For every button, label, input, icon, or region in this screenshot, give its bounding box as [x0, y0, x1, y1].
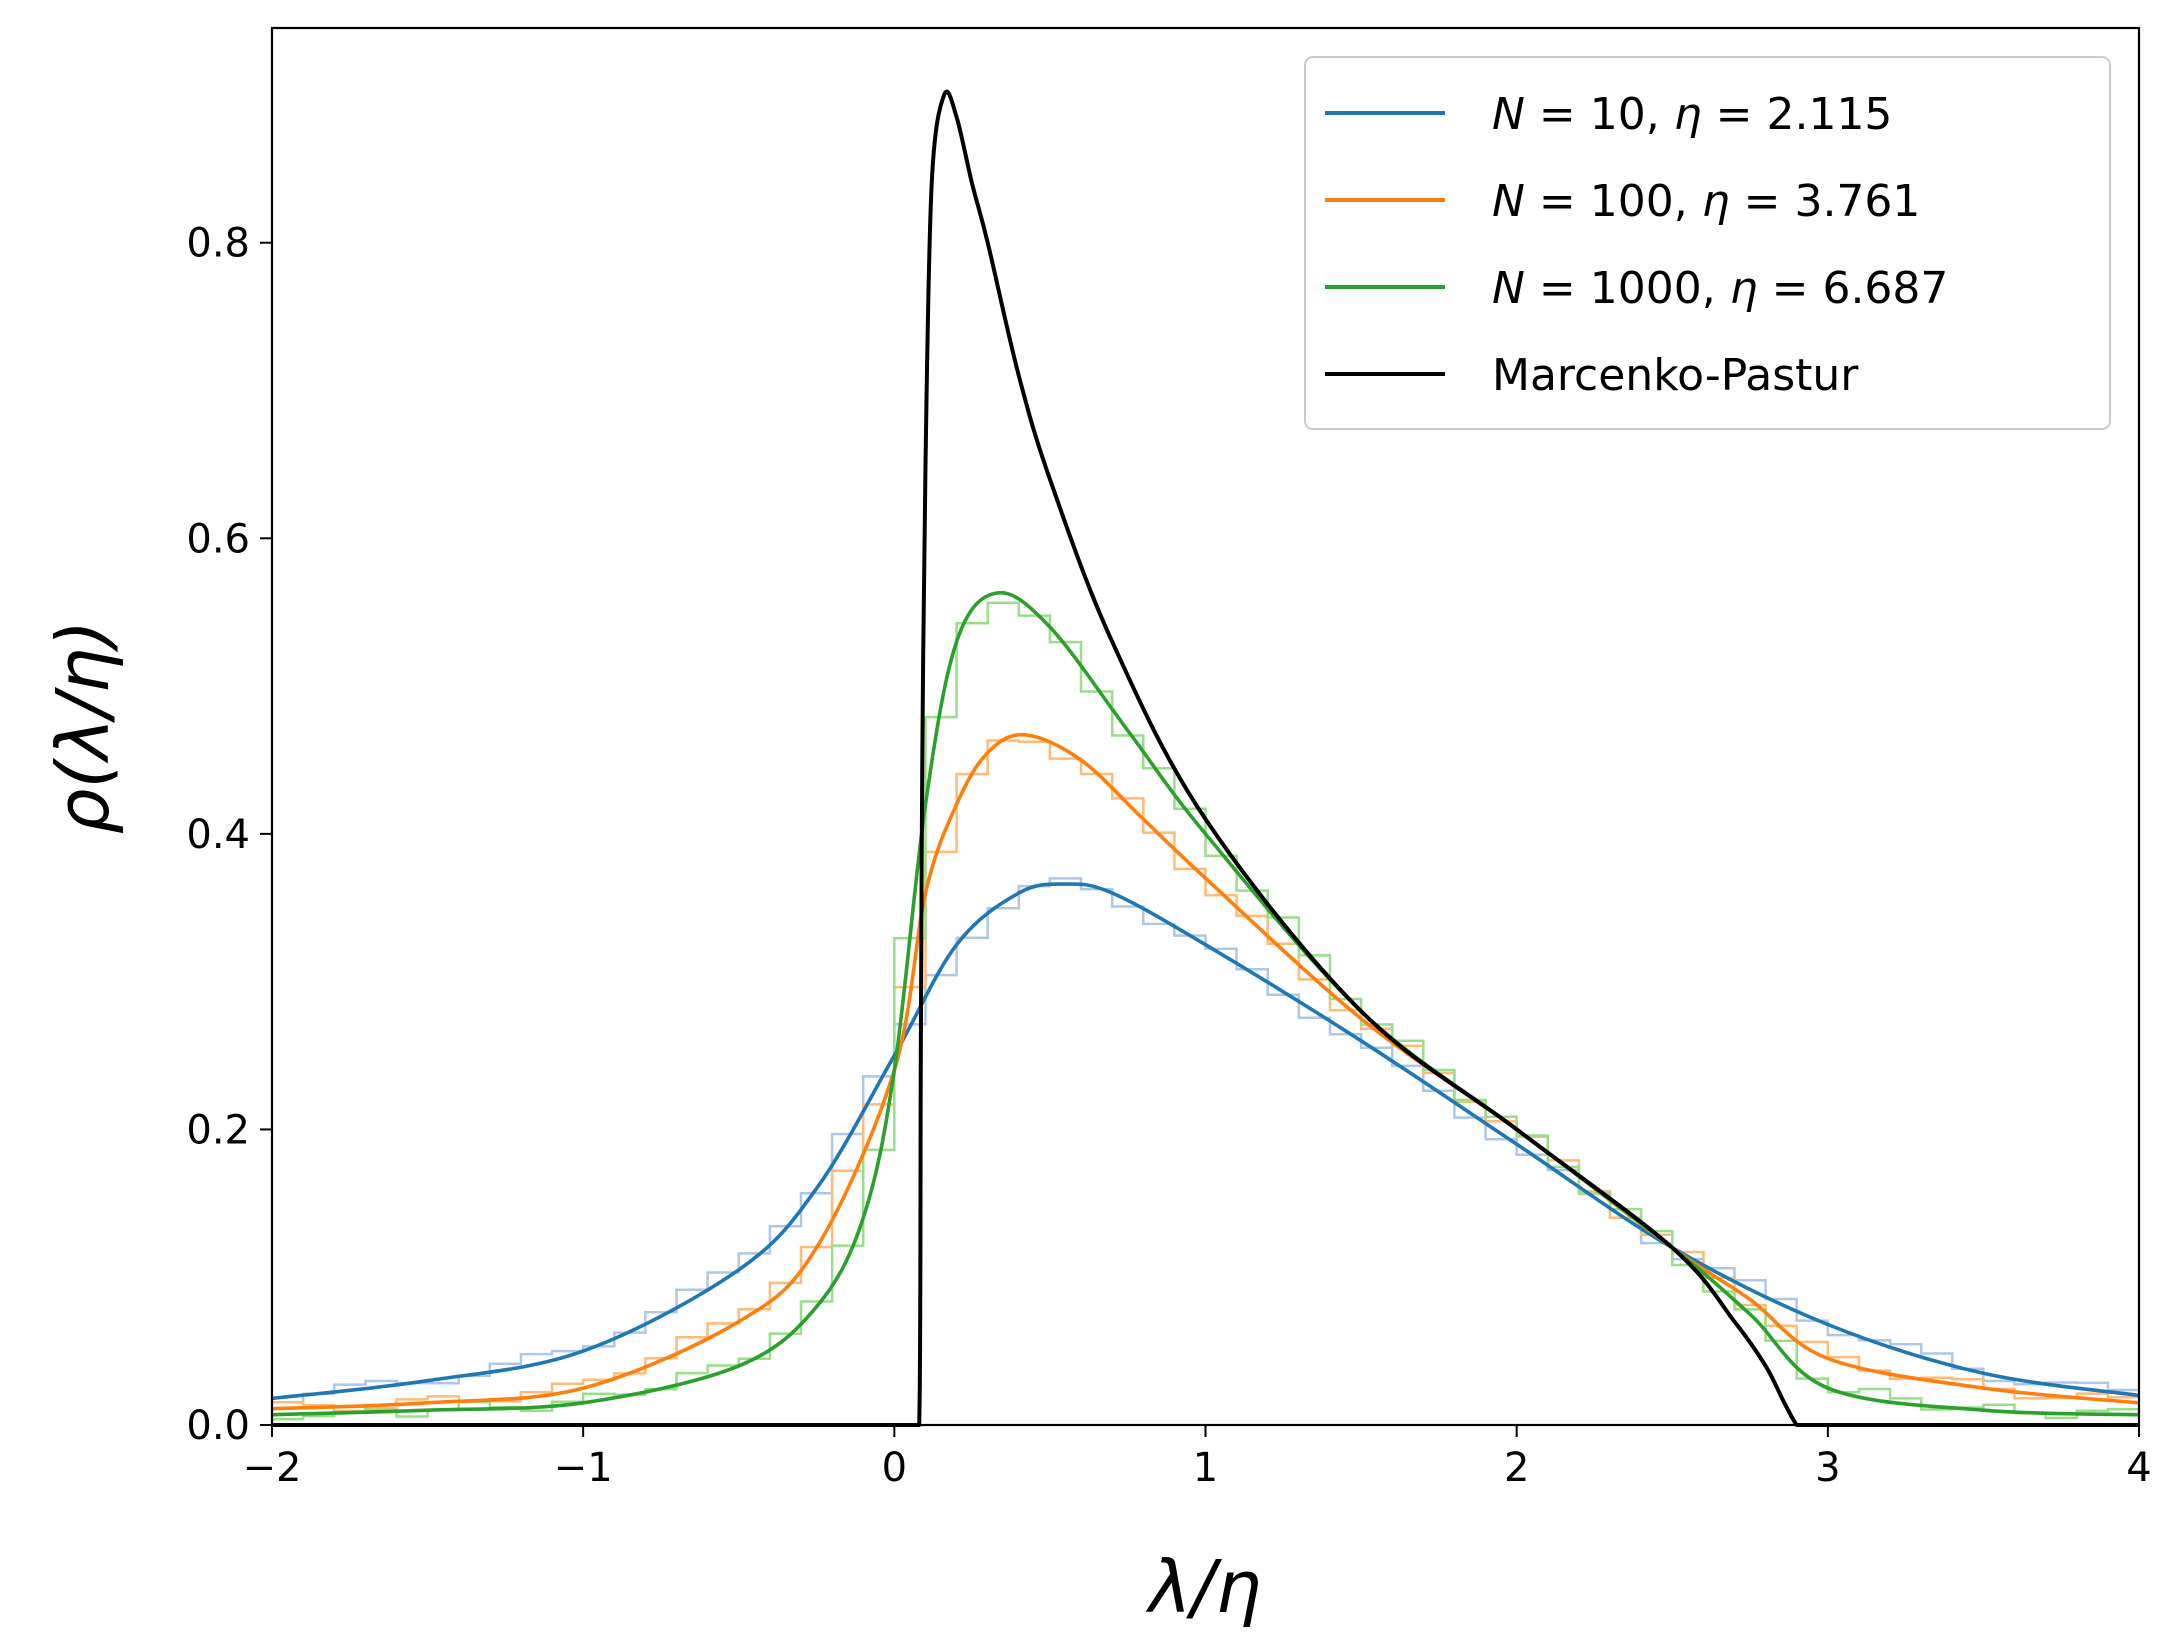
x-tick-label: −2	[243, 1445, 302, 1491]
series-line-1	[271, 882, 2140, 1401]
y-tick-label: 0.0	[186, 1403, 250, 1449]
x-axis-label: λ/η	[1145, 1545, 1262, 1629]
x-tick-label: −1	[554, 1445, 613, 1491]
x-tick-label: 3	[1815, 1445, 1840, 1491]
x-tick-label: 2	[1504, 1445, 1529, 1491]
y-tick-label: 0.6	[186, 516, 250, 562]
y-tick-label: 0.4	[186, 812, 250, 858]
x-axis: −2 −1 0 1 2 3 4	[243, 1425, 2152, 1491]
histogram-steps-2	[272, 739, 2139, 1413]
y-tick-label: 0.2	[186, 1107, 250, 1153]
series-layer	[271, 89, 2140, 1428]
y-axis-label: ρ(λ/η)	[41, 620, 125, 834]
series-line-2	[271, 732, 2140, 1411]
x-tick-label: 0	[882, 1445, 907, 1491]
legend-label: N = 1000, η = 6.687	[1492, 263, 1948, 314]
x-tick-label: 4	[2126, 1445, 2151, 1491]
legend-label: N = 10, η = 2.115	[1492, 89, 1892, 140]
y-tick-label: 0.8	[186, 221, 250, 267]
legend-frame	[1304, 56, 2111, 430]
legend: N = 10, η = 2.115 N = 100, η = 3.761 N = 1…	[1304, 56, 2111, 430]
legend-entries: N = 10, η = 2.115 N = 100, η = 3.761 N = 1…	[1325, 89, 1948, 401]
histogram-steps-3	[272, 601, 2139, 1421]
legend-label: Marcenko-Pastur	[1492, 350, 1859, 401]
marcenko-pastur-line	[271, 89, 2139, 1428]
histogram-layer	[272, 601, 2139, 1421]
y-axis: 0.0 0.2 0.4 0.6 0.8	[186, 221, 272, 1449]
histogram-steps-1	[272, 877, 2139, 1404]
x-tick-label: 1	[1193, 1445, 1218, 1491]
series-line-3	[271, 590, 2140, 1417]
legend-label: N = 100, η = 3.761	[1492, 176, 1920, 227]
